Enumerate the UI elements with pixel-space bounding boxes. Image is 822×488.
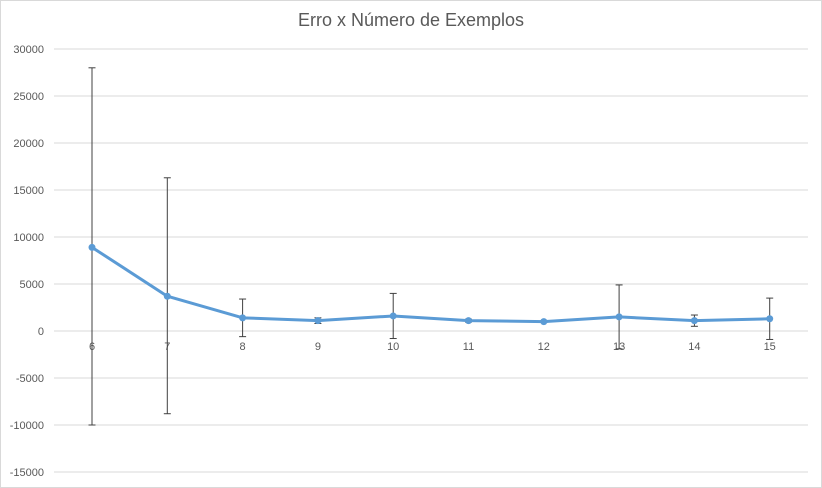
y-tick-label: 15000 bbox=[13, 185, 44, 197]
chart-title: Erro x Número de Exemplos bbox=[297, 10, 525, 30]
x-tick-label: 10 bbox=[387, 341, 399, 353]
data-point bbox=[766, 315, 774, 323]
error-bars bbox=[88, 67, 774, 426]
x-tick-label: 11 bbox=[463, 341, 474, 353]
data-point bbox=[314, 317, 322, 325]
y-tick-label: 10000 bbox=[13, 232, 44, 244]
x-tick-label: 15 bbox=[764, 341, 776, 353]
series-line bbox=[90, 245, 772, 324]
data-point bbox=[690, 317, 698, 325]
y-axis-labels: 30000 25000 20000 15000 10000 5000 0 -5000 -1000… bbox=[10, 44, 44, 479]
x-axis-labels: 6789101112131415 bbox=[89, 341, 776, 353]
data-point bbox=[389, 312, 397, 320]
x-tick-label: 8 bbox=[240, 341, 246, 353]
y-tick-label: -5000 bbox=[16, 373, 44, 385]
y-tick-label: 20000 bbox=[13, 138, 44, 150]
data-point bbox=[239, 314, 247, 322]
x-tick-label: 12 bbox=[538, 341, 550, 353]
y-tick-label: 5000 bbox=[20, 279, 44, 291]
series-line-group bbox=[88, 243, 774, 326]
data-point bbox=[465, 317, 472, 325]
data-point bbox=[615, 313, 623, 321]
y-tick-label: 25000 bbox=[13, 91, 44, 103]
data-point bbox=[88, 243, 96, 251]
gridlines bbox=[54, 48, 808, 473]
y-tick-label: 0 bbox=[38, 326, 44, 338]
x-tick-label: 9 bbox=[315, 341, 321, 353]
y-tick-label: -10000 bbox=[10, 420, 44, 432]
data-point bbox=[540, 318, 548, 326]
y-tick-label: -15000 bbox=[10, 467, 44, 479]
x-tick-label: 14 bbox=[688, 341, 700, 353]
y-tick-label: 30000 bbox=[13, 44, 44, 56]
data-point bbox=[163, 292, 171, 300]
